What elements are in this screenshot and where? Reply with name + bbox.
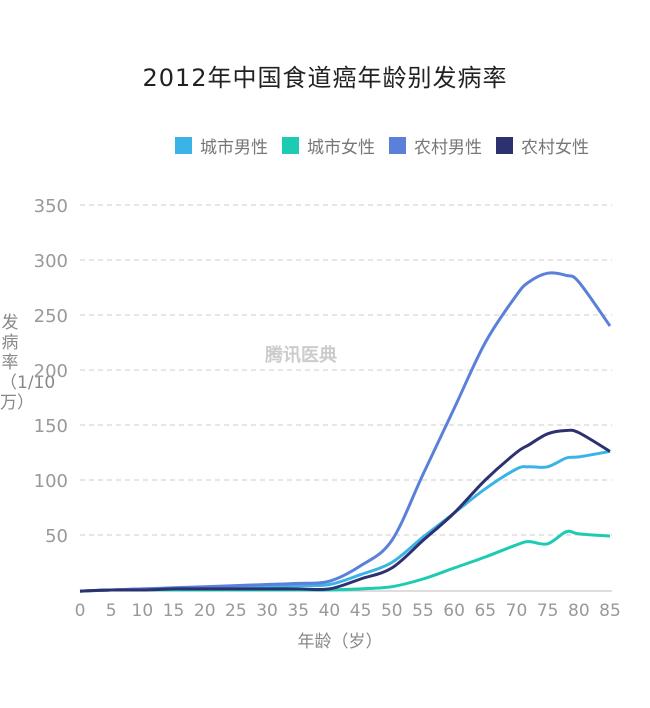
y-tick-label: 50 [45, 526, 68, 547]
y-tick-label: 350 [34, 196, 68, 217]
x-tick-label: 15 [163, 601, 185, 621]
x-tick-label: 40 [319, 601, 341, 621]
legend-item[interactable]: 农村男性 [389, 133, 482, 158]
x-tick-label: 60 [443, 601, 465, 621]
x-tick-label: 65 [474, 601, 496, 621]
series-line-城市女性 [79, 529, 611, 593]
series-line-农村男性 [79, 271, 612, 593]
legend-label: 城市女性 [307, 138, 375, 158]
x-tick-label: 10 [132, 601, 154, 621]
y-tick-label: 200 [34, 361, 68, 382]
x-tick-label: 35 [287, 601, 309, 621]
legend-swatch [496, 137, 513, 154]
legend-item[interactable]: 城市男性 [175, 133, 268, 158]
series-line-农村女性 [79, 428, 611, 593]
legend-swatch [175, 137, 192, 154]
y-tick-label: 300 [34, 251, 68, 272]
legend-label: 城市男性 [200, 138, 268, 158]
x-tick-label: 20 [194, 601, 216, 621]
legend-label: 农村男性 [414, 138, 482, 158]
x-axis-label: 年龄（岁） [297, 632, 383, 652]
legend-item[interactable]: 城市女性 [282, 133, 375, 158]
legend-item[interactable]: 农村女性 [496, 133, 589, 158]
x-tick-label: 50 [381, 601, 403, 621]
x-tick-label: 45 [350, 601, 372, 621]
x-tick-label: 55 [412, 601, 434, 621]
legend-swatch [282, 137, 299, 154]
y-tick-label: 250 [34, 306, 68, 327]
legend-swatch [389, 137, 406, 154]
chart-title: 2012年中国食道癌年龄别发病率 [142, 64, 508, 92]
x-tick-label: 85 [599, 601, 621, 621]
legend: 城市男性 城市女性 农村男性 农村女性 [175, 133, 589, 158]
x-tick-label: 70 [506, 601, 528, 621]
watermark: 腾讯医典 [265, 345, 337, 366]
y-tick-label: 150 [34, 416, 68, 437]
x-tick-label: 75 [537, 601, 559, 621]
y-tick-label: 100 [34, 471, 68, 492]
x-tick-label: 30 [256, 601, 278, 621]
series-line-城市男性 [79, 449, 611, 593]
legend-label: 农村女性 [521, 138, 589, 158]
x-tick-label: 25 [225, 601, 247, 621]
x-tick-label: 5 [106, 601, 117, 621]
x-tick-label: 0 [75, 601, 86, 621]
x-tick-label: 80 [568, 601, 590, 621]
